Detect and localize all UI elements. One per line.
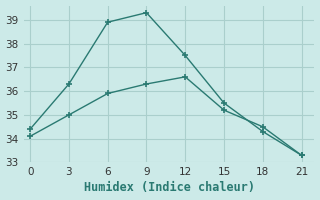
X-axis label: Humidex (Indice chaleur): Humidex (Indice chaleur) (84, 181, 254, 194)
